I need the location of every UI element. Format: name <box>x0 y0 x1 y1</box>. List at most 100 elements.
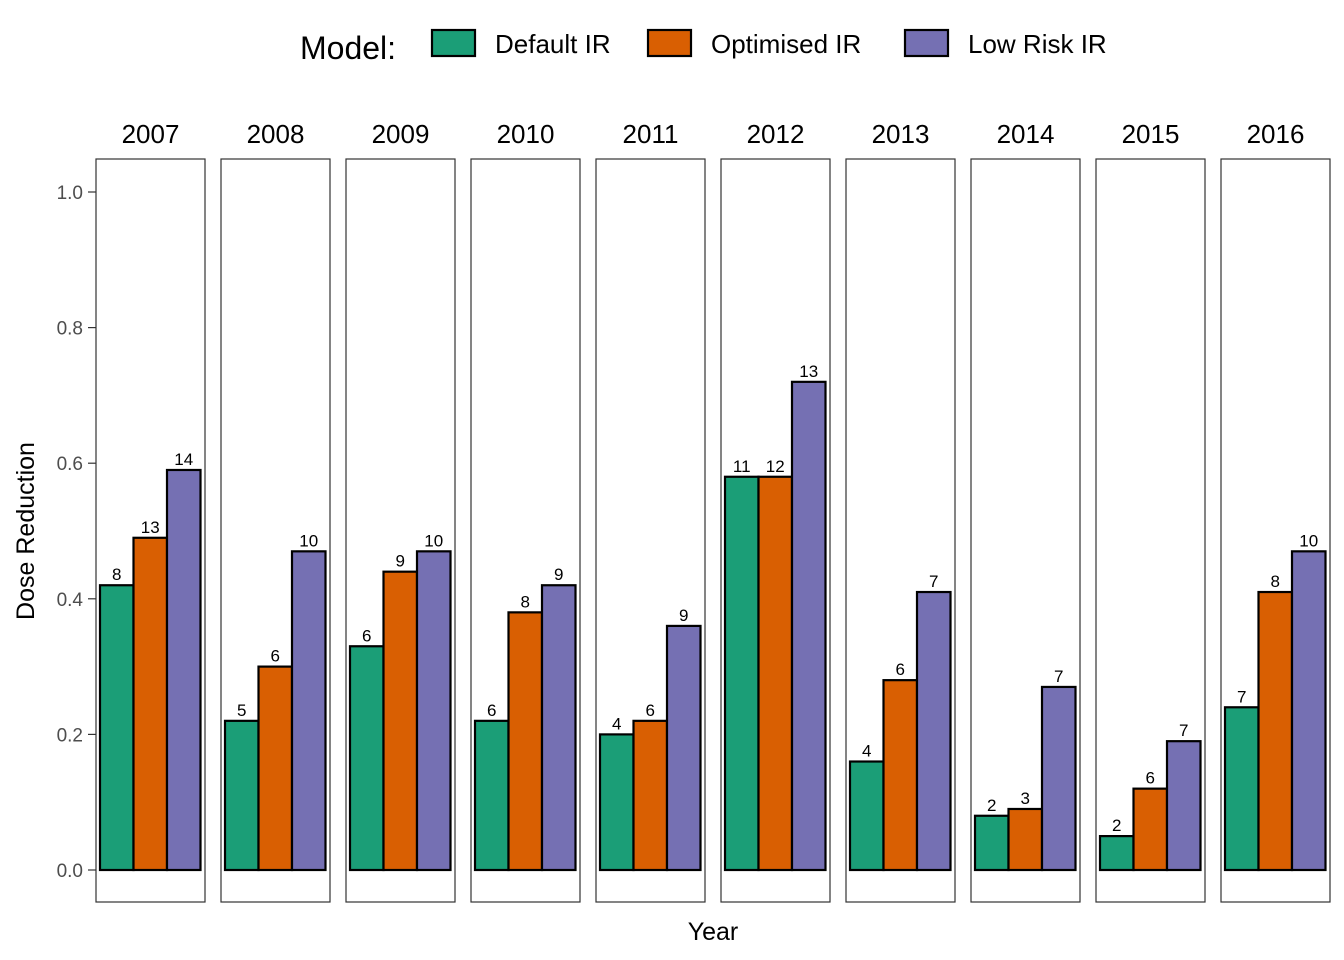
data-label: 4 <box>612 714 621 733</box>
legend-title: Model: <box>300 30 396 66</box>
strip-label: 2008 <box>247 119 305 149</box>
data-label: 5 <box>237 701 246 720</box>
panel-2015: 2015 2 6 7 <box>1095 119 1206 903</box>
data-label: 10 <box>424 531 443 550</box>
data-label: 4 <box>862 742 871 761</box>
bar-low-risk-ir-2009 <box>415 550 452 872</box>
strip-label: 2011 <box>623 119 679 149</box>
panel-border <box>595 158 706 903</box>
y-axis-title: Dose Reduction <box>12 442 40 620</box>
data-label: 6 <box>487 701 496 720</box>
y-tick-label: 0.0 <box>57 861 83 882</box>
data-label: 13 <box>799 362 818 381</box>
bar-default-ir-2011 <box>598 733 635 872</box>
bar-default-ir-2010 <box>473 719 510 872</box>
data-label: 13 <box>141 518 160 537</box>
y-tick-label: 1.0 <box>57 183 83 204</box>
bar-low-risk-ir-2012 <box>790 380 827 872</box>
panel-2007: 2007 8 13 14 <box>95 119 206 903</box>
panel-2009: 2009 6 9 10 <box>345 119 456 903</box>
legend-swatch <box>903 28 950 58</box>
bar-low-risk-ir-2013 <box>915 590 952 872</box>
strip-label: 2016 <box>1247 119 1305 149</box>
legend-item-low-risk-ir: Low Risk IR <box>903 28 1107 59</box>
legend-item-optimised-ir: Optimised IR <box>646 28 861 59</box>
data-label: 7 <box>929 572 938 591</box>
legend-item-default-ir: Default IR <box>430 28 611 59</box>
bar-optimised-ir-2016 <box>1257 590 1294 872</box>
data-label: 6 <box>896 660 905 679</box>
legend-items: Default IR Optimised IR Low Risk IR <box>430 28 1107 59</box>
y-tick-label: 0.8 <box>57 319 83 340</box>
bar-low-risk-ir-2014 <box>1040 685 1077 872</box>
bar-low-risk-ir-2016 <box>1290 550 1327 872</box>
y-tick-label: 0.6 <box>57 454 83 475</box>
strip-label: 2014 <box>997 119 1055 149</box>
panel-border <box>345 158 456 903</box>
y-axis: 0.0 0.2 0.4 0.6 0.8 1.0 <box>57 183 96 882</box>
panel-border <box>470 158 581 903</box>
bar-default-ir-2007 <box>98 584 135 872</box>
panel-2013: 2013 4 6 7 <box>845 119 956 903</box>
strip-label: 2010 <box>497 119 555 149</box>
bar-low-risk-ir-2007 <box>165 468 202 872</box>
bar-default-ir-2015 <box>1098 834 1135 872</box>
data-label: 7 <box>1179 721 1188 740</box>
panel-2011: 2011 4 6 9 <box>595 119 706 903</box>
legend-label: Optimised IR <box>711 29 861 59</box>
data-label: 6 <box>1146 769 1155 788</box>
facet-panels: 2007813142008561020096910201068920114692… <box>95 119 1331 903</box>
y-tick-label: 0.4 <box>57 590 84 611</box>
panel-border <box>845 158 956 903</box>
strip-label: 2012 <box>747 119 805 149</box>
bar-default-ir-2013 <box>848 760 885 872</box>
data-label: 2 <box>987 796 996 815</box>
bar-default-ir-2016 <box>1223 706 1260 872</box>
data-label: 8 <box>1271 572 1280 591</box>
data-label: 8 <box>112 565 121 584</box>
legend-label: Default IR <box>495 29 611 59</box>
panel-2012: 2012 11 12 13 <box>720 119 831 903</box>
panel-2008: 2008 5 6 10 <box>220 119 331 903</box>
legend-label: Low Risk IR <box>968 29 1107 59</box>
panel-border <box>970 158 1081 903</box>
bar-optimised-ir-2010 <box>507 611 544 872</box>
data-label: 8 <box>521 592 530 611</box>
bar-optimised-ir-2014 <box>1007 807 1044 872</box>
bar-optimised-ir-2015 <box>1132 787 1169 872</box>
data-label: 6 <box>646 701 655 720</box>
strip-label: 2013 <box>872 119 930 149</box>
panel-border <box>1095 158 1206 903</box>
bar-low-risk-ir-2010 <box>540 584 577 872</box>
data-label: 14 <box>174 450 193 469</box>
data-label: 9 <box>396 552 405 571</box>
strip-label: 2007 <box>122 119 180 149</box>
strip-label: 2009 <box>372 119 430 149</box>
data-label: 10 <box>1299 531 1318 550</box>
data-label: 7 <box>1237 687 1246 706</box>
bar-optimised-ir-2007 <box>132 536 169 872</box>
bar-optimised-ir-2008 <box>257 665 294 872</box>
panel-2010: 2010 6 8 9 <box>470 119 581 903</box>
bar-low-risk-ir-2008 <box>290 550 327 872</box>
legend-swatch <box>646 28 693 58</box>
data-label: 9 <box>679 606 688 625</box>
legend-swatch <box>430 28 477 58</box>
data-label: 6 <box>271 647 280 666</box>
bar-optimised-ir-2013 <box>882 679 919 872</box>
data-label: 10 <box>299 531 318 550</box>
data-label: 7 <box>1054 667 1063 686</box>
panel-border <box>220 158 331 903</box>
bar-default-ir-2008 <box>223 719 260 872</box>
data-label: 12 <box>766 457 785 476</box>
panel-border <box>720 158 831 903</box>
bar-low-risk-ir-2011 <box>665 624 702 872</box>
panel-2014: 2014 2 3 7 <box>970 119 1081 903</box>
data-label: 9 <box>554 565 563 584</box>
bar-default-ir-2009 <box>348 645 385 872</box>
bar-default-ir-2012 <box>723 475 760 872</box>
bar-default-ir-2014 <box>973 814 1010 872</box>
panel-border <box>1220 158 1331 903</box>
panel-border <box>95 158 206 903</box>
